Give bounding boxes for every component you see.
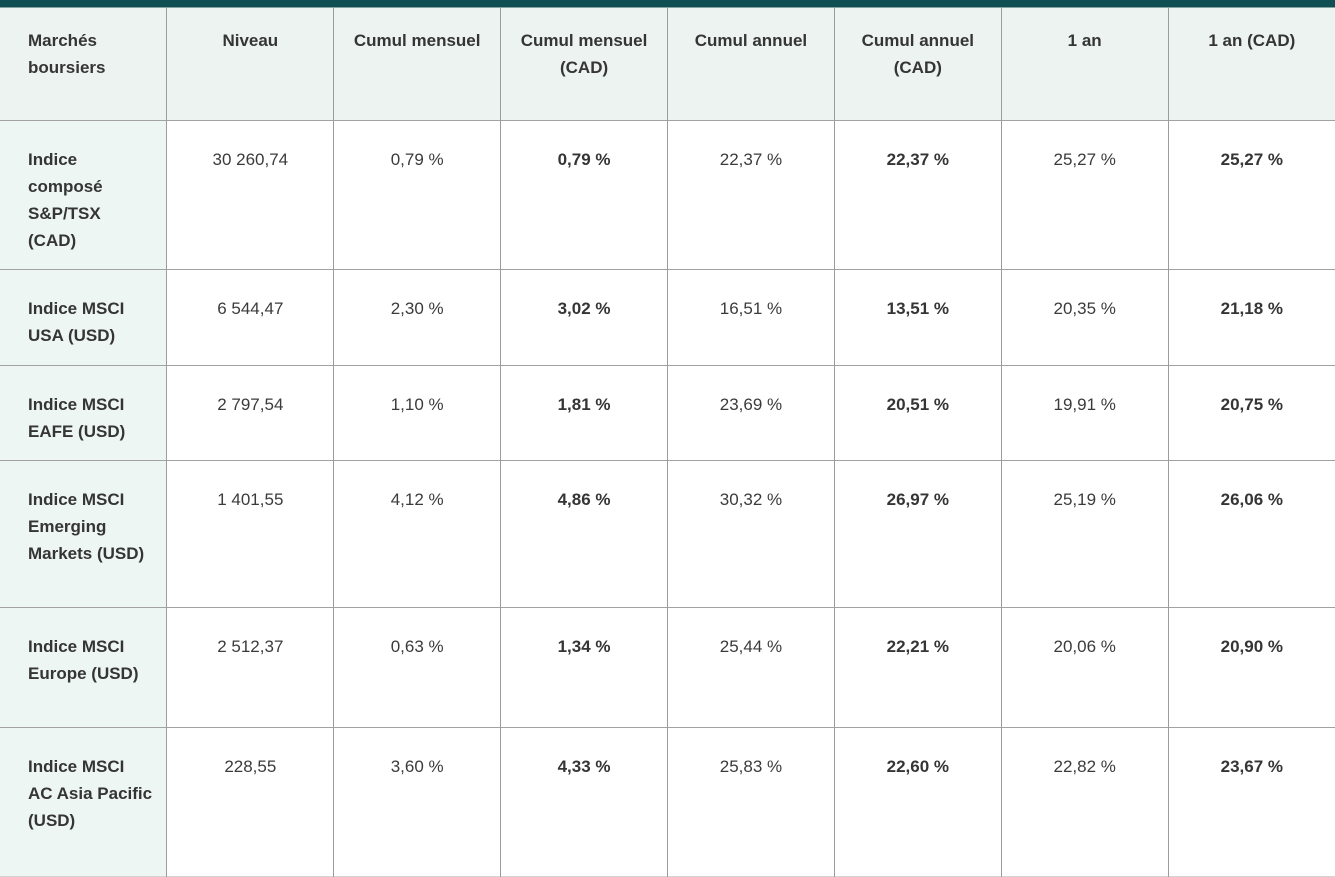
cumul-mensuel-cell: 0,63 %	[333, 607, 501, 728]
un-an-cad-cell: 20,90 %	[1167, 607, 1335, 728]
cumul-annuel-cad-cell: 22,60 %	[833, 727, 1002, 877]
niveau-cell: 228,55	[166, 727, 334, 877]
un-an-cell: 25,27 %	[1000, 119, 1169, 270]
column-header-cumul-annuel: Cumul annuel	[667, 8, 835, 120]
cumul-mensuel-cell: 1,10 %	[333, 364, 501, 461]
cumul-mensuel-cad-cell: 0,79 %	[500, 119, 668, 270]
niveau-cell: 6 544,47	[166, 269, 334, 366]
cumul-mensuel-cell: 3,60 %	[333, 727, 501, 877]
stock-markets-table: Marchés boursiers Niveau Cumul mensuel C…	[0, 8, 1335, 877]
cumul-mensuel-cad-cell: 4,86 %	[500, 460, 668, 608]
un-an-cad-cell: 21,18 %	[1167, 269, 1335, 366]
column-header-cumul-mensuel: Cumul mensuel	[333, 8, 501, 120]
cumul-annuel-cad-cell: 20,51 %	[833, 364, 1002, 461]
cumul-annuel-cell: 16,51 %	[667, 269, 835, 366]
table-top-accent-bar	[0, 0, 1335, 8]
row-label-cell: Indice MSCI Emerging Markets (USD)	[0, 460, 167, 608]
cumul-annuel-cad-cell: 22,21 %	[833, 607, 1002, 728]
un-an-cell: 25,19 %	[1000, 460, 1169, 608]
un-an-cad-cell: 25,27 %	[1167, 119, 1335, 270]
cumul-mensuel-cell: 4,12 %	[333, 460, 501, 608]
niveau-cell: 2 797,54	[166, 364, 334, 461]
un-an-cell: 19,91 %	[1000, 364, 1169, 461]
table-row-msci-eafe: Indice MSCI EAFE (USD) 2 797,54 1,10 % 1…	[0, 364, 1335, 461]
un-an-cad-cell: 20,75 %	[1167, 364, 1335, 461]
table-row-sptsx: Indice composé S&P/TSX (CAD) 30 260,74 0…	[0, 119, 1335, 270]
column-header-cumul-mensuel-cad: Cumul mensuel (CAD)	[500, 8, 668, 120]
row-label-cell: Indice MSCI EAFE (USD)	[0, 364, 167, 461]
table-header: Marchés boursiers Niveau Cumul mensuel C…	[0, 8, 1335, 120]
cumul-mensuel-cell: 0,79 %	[333, 119, 501, 270]
table-row-msci-europe: Indice MSCI Europe (USD) 2 512,37 0,63 %…	[0, 607, 1335, 728]
column-header-1-an: 1 an	[1000, 8, 1169, 120]
un-an-cad-cell: 23,67 %	[1167, 727, 1335, 877]
un-an-cad-cell: 26,06 %	[1167, 460, 1335, 608]
cumul-annuel-cad-cell: 22,37 %	[833, 119, 1002, 270]
un-an-cell: 20,06 %	[1000, 607, 1169, 728]
row-label-cell: Indice composé S&P/TSX (CAD)	[0, 119, 167, 270]
cumul-mensuel-cell: 2,30 %	[333, 269, 501, 366]
cumul-annuel-cell: 22,37 %	[667, 119, 835, 270]
cumul-annuel-cad-cell: 26,97 %	[833, 460, 1002, 608]
cumul-mensuel-cad-cell: 1,34 %	[500, 607, 668, 728]
niveau-cell: 30 260,74	[166, 119, 334, 270]
cumul-annuel-cell: 25,44 %	[667, 607, 835, 728]
cumul-mensuel-cad-cell: 4,33 %	[500, 727, 668, 877]
cumul-annuel-cad-cell: 13,51 %	[833, 269, 1002, 366]
table-header-row: Marchés boursiers Niveau Cumul mensuel C…	[0, 8, 1335, 120]
row-label-cell: Indice MSCI USA (USD)	[0, 269, 167, 366]
un-an-cell: 20,35 %	[1000, 269, 1169, 366]
table-row-msci-ac-asia-pacific: Indice MSCI AC Asia Pacific (USD) 228,55…	[0, 727, 1335, 877]
cumul-mensuel-cad-cell: 1,81 %	[500, 364, 668, 461]
niveau-cell: 2 512,37	[166, 607, 334, 728]
cumul-annuel-cell: 23,69 %	[667, 364, 835, 461]
column-header-marches-boursiers: Marchés boursiers	[0, 8, 167, 120]
row-label-cell: Indice MSCI Europe (USD)	[0, 607, 167, 728]
un-an-cell: 22,82 %	[1000, 727, 1169, 877]
column-header-1-an-cad: 1 an (CAD)	[1167, 8, 1335, 120]
niveau-cell: 1 401,55	[166, 460, 334, 608]
table-row-msci-emerging: Indice MSCI Emerging Markets (USD) 1 401…	[0, 460, 1335, 608]
table-body: Indice composé S&P/TSX (CAD) 30 260,74 0…	[0, 119, 1335, 877]
row-label-cell: Indice MSCI AC Asia Pacific (USD)	[0, 727, 167, 877]
cumul-annuel-cell: 25,83 %	[667, 727, 835, 877]
column-header-cumul-annuel-cad: Cumul annuel (CAD)	[833, 8, 1002, 120]
cumul-mensuel-cad-cell: 3,02 %	[500, 269, 668, 366]
cumul-annuel-cell: 30,32 %	[667, 460, 835, 608]
table-row-msci-usa: Indice MSCI USA (USD) 6 544,47 2,30 % 3,…	[0, 269, 1335, 366]
column-header-niveau: Niveau	[166, 8, 334, 120]
